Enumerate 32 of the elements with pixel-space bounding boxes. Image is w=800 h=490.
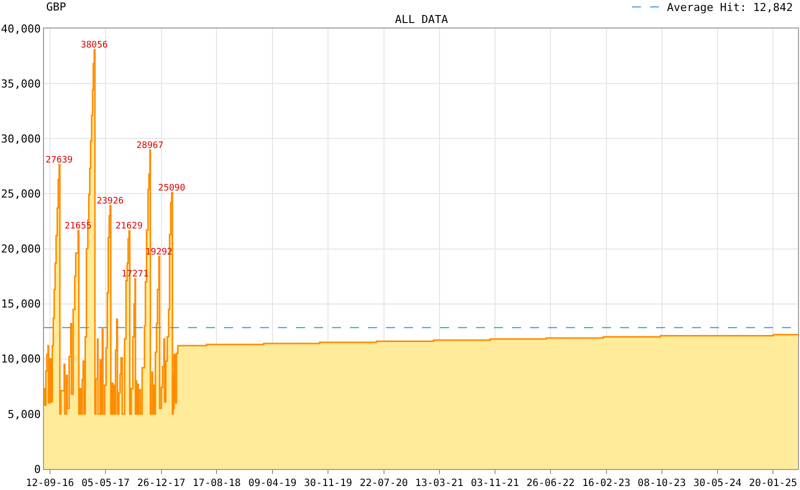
y-tick-label: 5,000 [8, 408, 41, 421]
x-tick-label: 16-02-23 [582, 478, 630, 489]
x-tick-label: 30-11-19 [304, 478, 352, 489]
x-tick-label: 09-04-19 [248, 478, 297, 489]
x-tick-label: 03-11-21 [470, 478, 520, 489]
y-tick-label: 20,000 [1, 242, 41, 256]
chart-subtitle: ALL DATA [395, 13, 448, 26]
data-label: 38056 [80, 40, 108, 51]
y-tick-label: 25,000 [1, 188, 41, 201]
y-tick-label: 40,000 [1, 22, 41, 36]
data-label: 28967 [136, 140, 164, 151]
x-tick-label: 12-09-16 [26, 478, 74, 489]
x-tick-label: 26-12-17 [137, 478, 186, 489]
y-tick-label: 15,000 [1, 298, 41, 311]
y-tick-label: 10,000 [1, 352, 41, 366]
legend-label: Average Hit: 12,842 [667, 1, 793, 14]
data-label: 23926 [96, 196, 124, 206]
y-tick-label: 35,000 [1, 77, 41, 90]
x-tick-label: 13-03-21 [415, 478, 464, 489]
x-tick-label: 08-10-23 [638, 478, 686, 489]
y-tick-label: 0 [34, 462, 41, 476]
data-label: 27639 [46, 155, 73, 166]
x-tick-label: 17-08-18 [192, 478, 241, 489]
x-tick-label: 30-05-24 [693, 478, 742, 489]
y-tick-label: 30,000 [1, 132, 41, 146]
x-tick-label: 20-01-25 [749, 478, 798, 489]
x-tick-label: 26-06-22 [526, 478, 575, 489]
data-label: 25090 [158, 183, 186, 194]
data-label: 21629 [116, 222, 143, 232]
chart-title: GBP [46, 0, 67, 14]
x-tick-label: 22-07-20 [360, 478, 408, 489]
x-tick-label: 05-05-17 [82, 478, 130, 489]
